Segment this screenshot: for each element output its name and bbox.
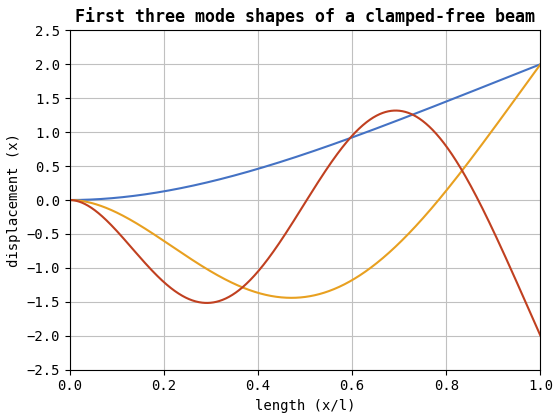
Title: First three mode shapes of a clamped-free beam: First three mode shapes of a clamped-fre… bbox=[75, 7, 535, 26]
Y-axis label: displacement (x): displacement (x) bbox=[7, 133, 21, 267]
X-axis label: length (x/l): length (x/l) bbox=[255, 399, 356, 413]
